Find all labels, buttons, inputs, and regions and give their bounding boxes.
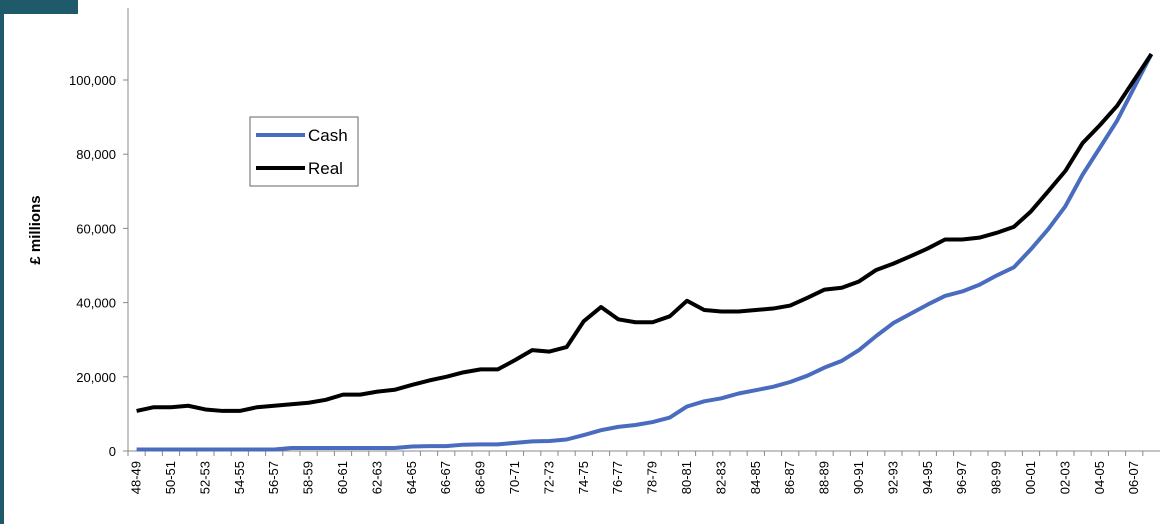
x-tick-label: 92-93 (885, 461, 900, 494)
y-tick-label: 20,000 (76, 370, 116, 385)
series-line (136, 53, 1154, 452)
legend-label: Real (308, 159, 343, 178)
x-tick-label: 98-99 (989, 461, 1004, 494)
x-tick-label: 66-67 (438, 461, 453, 494)
x-tick-label: 82-83 (713, 461, 728, 494)
x-tick-label: 60-61 (335, 461, 350, 494)
left-border (0, 0, 4, 524)
x-tick-label: 94-95 (920, 461, 935, 494)
y-tick-label: 60,000 (76, 221, 116, 236)
y-axis-label: £ millions (27, 195, 44, 264)
legend-label: Cash (308, 126, 348, 145)
y-tick-label: 40,000 (76, 296, 116, 311)
y-tick-label: 100,000 (69, 73, 116, 88)
x-tick-label: 78-79 (645, 461, 660, 494)
x-tick-label: 54-55 (232, 461, 247, 494)
x-tick-label: 50-51 (163, 461, 178, 494)
y-tick-label: 0 (109, 444, 116, 459)
x-tick-label: 84-85 (748, 461, 763, 494)
x-tick-label: 90-91 (851, 461, 866, 494)
x-tick-label: 74-75 (576, 461, 591, 494)
series-line (136, 52, 1154, 413)
x-tick-label: 72-73 (541, 461, 556, 494)
x-tick-label: 56-57 (266, 461, 281, 494)
x-tick-label: 62-63 (369, 461, 384, 494)
x-tick-label: 04-05 (1092, 461, 1107, 494)
x-tick-label: 68-69 (473, 461, 488, 494)
x-tick-label: 02-03 (1057, 461, 1072, 494)
x-tick-label: 58-59 (301, 461, 316, 494)
x-tick-label: 06-07 (1126, 461, 1141, 494)
x-tick-label: 48-49 (129, 461, 144, 494)
x-tick-label: 88-89 (817, 461, 832, 494)
x-tick-label: 00-01 (1023, 461, 1038, 494)
x-tick-label: 64-65 (404, 461, 419, 494)
x-tick-label: 52-53 (197, 461, 212, 494)
x-tick-label: 86-87 (782, 461, 797, 494)
x-tick-label: 70-71 (507, 461, 522, 494)
x-tick-label: 76-77 (610, 461, 625, 494)
x-tick-label: 96-97 (954, 461, 969, 494)
x-tick-label: 80-81 (679, 461, 694, 494)
y-tick-label: 80,000 (76, 147, 116, 162)
legend-box (249, 116, 359, 187)
corner-block (0, 0, 78, 14)
